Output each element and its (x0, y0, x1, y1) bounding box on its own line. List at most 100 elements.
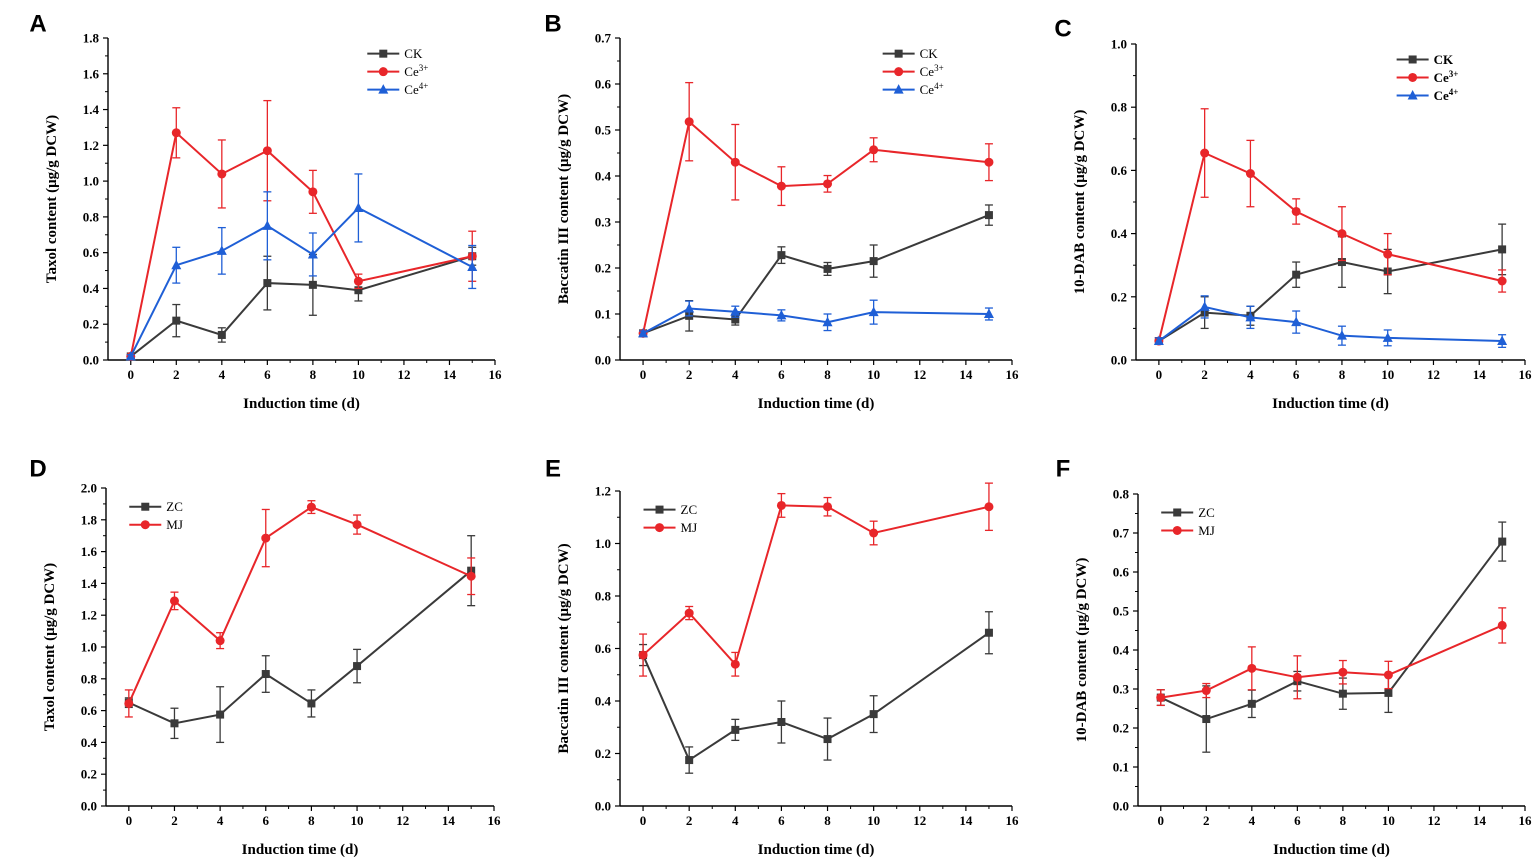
x-tick-label: 10 (351, 813, 364, 828)
data-point-triangle (1245, 311, 1256, 322)
y-tick-label: 0.5 (1113, 604, 1130, 619)
data-point-square (685, 756, 694, 765)
data-point-circle (217, 169, 227, 179)
data-point-circle (1245, 169, 1255, 179)
data-point-triangle (171, 259, 182, 270)
x-tick-label: 4 (732, 367, 739, 382)
y-tick-label: 1.4 (81, 576, 98, 591)
x-tick-label: 16 (1006, 367, 1020, 382)
legend-marker-square (1408, 55, 1417, 64)
y-tick-label: 0.2 (81, 767, 97, 782)
x-tick-label: 12 (1427, 813, 1440, 828)
y-axis-label: Taxol content (μg/g DCW) (42, 563, 58, 731)
y-tick-label: 0.6 (595, 641, 612, 656)
chart-panel-B: B 0 2 4 6 8 10 12 14 16 0.0 0.1 0.2 0.3 0.4 0.5 0.6 0.7 In… (544, 10, 1019, 412)
data-point-square (823, 735, 832, 744)
legend-label: ZC (166, 499, 183, 514)
y-tick-label: 1.2 (595, 484, 611, 499)
data-point-square (777, 718, 786, 726)
series-line (642, 214, 990, 335)
data-point-triangle (353, 202, 364, 212)
data-point-circle (869, 528, 879, 538)
data-point-square (170, 719, 179, 728)
x-tick-label: 14 (959, 367, 973, 382)
series-line (128, 569, 472, 725)
x-axis-label: Induction time (d) (242, 842, 359, 858)
x-axis-label: Induction time (d) (1272, 396, 1389, 412)
x-tick-label: 0 (128, 367, 135, 382)
x-tick-label: 6 (1293, 367, 1300, 382)
data-point-square (172, 316, 181, 325)
x-tick-label: 4 (1247, 367, 1254, 382)
x-tick-label: 8 (1340, 813, 1347, 828)
y-axis-label: Taxol content (μg/g DCW) (44, 115, 60, 283)
data-point-triangle (1382, 332, 1393, 342)
data-point-circle (776, 181, 786, 191)
data-point-circle (1201, 686, 1211, 696)
data-point-square (307, 699, 316, 708)
data-point-square (308, 280, 317, 289)
x-tick-label: 6 (778, 367, 785, 382)
x-axis-label: Induction time (d) (1273, 842, 1390, 858)
y-tick-label: 1.6 (83, 66, 100, 81)
chart-panel-F: F 0 2 4 6 8 10 12 14 16 0.0 0.1 0.2 0.3 0.4 0.5 0.6 0.7 0.… (1056, 455, 1532, 858)
data-point-circle (353, 276, 363, 286)
data-point-square (217, 330, 226, 339)
y-tick-label: 0.0 (1111, 353, 1127, 368)
data-point-square (1498, 245, 1507, 254)
x-axis-label: Induction time (d) (243, 396, 360, 412)
legend-superscript: 4+ (934, 81, 944, 91)
data-point-triangle (216, 245, 227, 255)
data-point-circle (823, 502, 833, 512)
data-point-square (354, 286, 363, 295)
x-tick-label: 14 (1473, 813, 1487, 828)
legend-label: CK (404, 46, 423, 61)
data-point-circle (684, 117, 694, 127)
legend-marker-square (655, 505, 664, 514)
y-tick-label: 1.4 (83, 102, 100, 117)
x-tick-label: 0 (640, 367, 647, 382)
legend: ZC MJ (643, 502, 698, 535)
chart-panel-C: C 0 2 4 6 8 10 12 14 16 0.0 0.2 0.4 0.6 0.8 1.0 Inductio… (1054, 15, 1532, 412)
y-tick-label: 0.2 (1111, 289, 1127, 304)
data-point-triangle (868, 306, 879, 317)
series-line (642, 307, 989, 335)
data-point-square (261, 670, 270, 679)
x-tick-label: 4 (732, 813, 739, 828)
y-tick-label: 0.6 (595, 77, 612, 92)
legend-label: MJ (681, 520, 698, 535)
panel-label: C (1054, 15, 1071, 42)
series-Ce4 (125, 173, 478, 361)
data-point-triangle (1153, 335, 1164, 346)
data-point-circle (262, 146, 272, 156)
legend-marker-triangle (1407, 89, 1418, 100)
data-point-triangle (684, 302, 695, 313)
y-tick-label: 0.2 (595, 261, 611, 276)
data-point-square (1337, 258, 1346, 267)
series-line (1160, 624, 1503, 699)
y-tick-label: 0.2 (595, 746, 611, 761)
x-axis-label: Induction time (d) (758, 396, 875, 412)
legend: CK Ce3+ Ce4+ (1396, 52, 1458, 103)
data-point-circle (1383, 249, 1393, 259)
series-line (642, 119, 990, 334)
data-point-square (1338, 689, 1347, 698)
y-tick-label: 0.8 (81, 671, 98, 686)
data-point-square (1292, 270, 1301, 279)
x-tick-label: 6 (1294, 813, 1301, 828)
data-point-triangle (1336, 330, 1347, 340)
y-axis-label: 10-DAB content (μg/g DCW) (1072, 110, 1088, 295)
data-point-square (731, 315, 740, 324)
data-point-circle (730, 157, 740, 167)
x-tick-label: 8 (1339, 367, 1346, 382)
y-tick-label: 0.0 (595, 353, 611, 368)
data-point-circle (215, 636, 225, 646)
x-tick-label: 2 (686, 367, 693, 382)
x-tick-label: 16 (1006, 813, 1020, 828)
x-tick-label: 12 (396, 813, 409, 828)
x-tick-label: 8 (824, 367, 831, 382)
legend-marker-square (379, 49, 388, 58)
data-point-square (263, 279, 272, 288)
data-point-square (1498, 537, 1507, 546)
